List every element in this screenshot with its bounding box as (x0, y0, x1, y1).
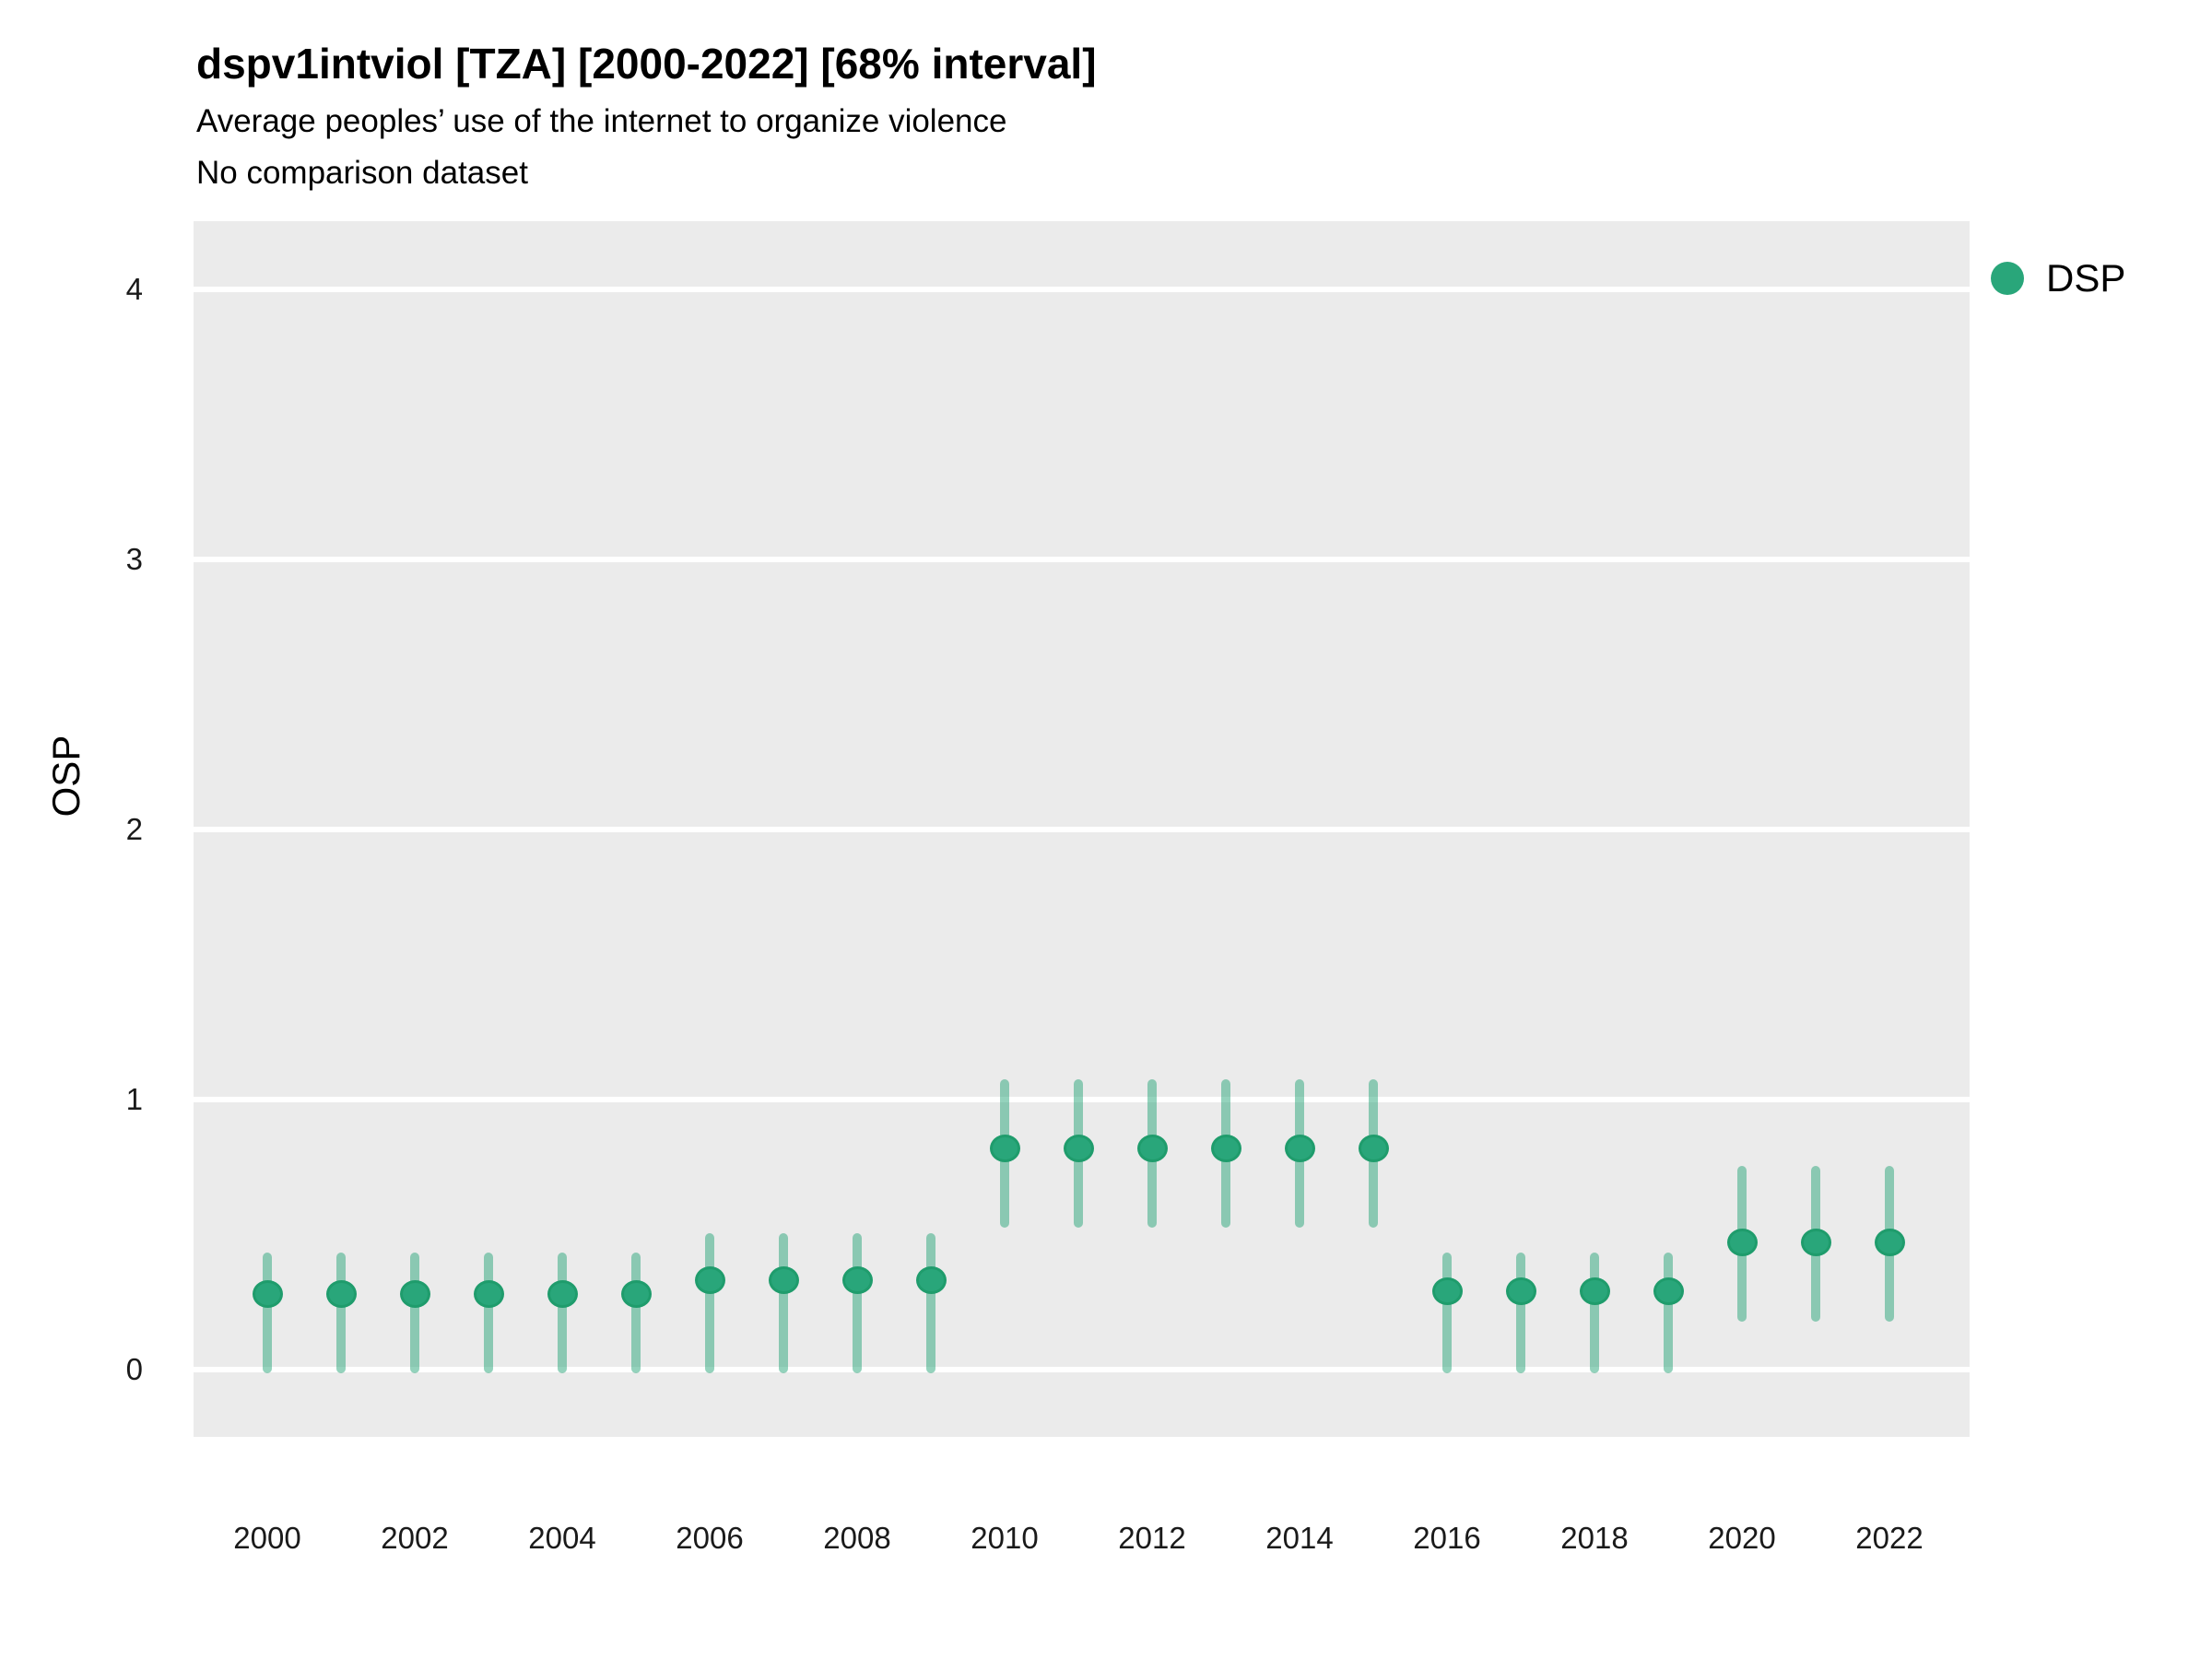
point-estimate (694, 1266, 725, 1295)
point-estimate (915, 1266, 947, 1295)
interval-bar (558, 1252, 567, 1373)
gridline (194, 827, 1970, 832)
interval-bar (263, 1252, 272, 1373)
legend: DSP (1991, 256, 2125, 300)
point-estimate (620, 1279, 652, 1308)
x-tick-label: 2004 (528, 1521, 596, 1555)
y-tick-label: 1 (125, 1082, 143, 1116)
point-estimate (1358, 1134, 1389, 1162)
interval-bar (926, 1233, 935, 1373)
point-estimate (1653, 1277, 1684, 1306)
x-tick-label: 2020 (1708, 1521, 1776, 1555)
gridline (194, 557, 1970, 562)
x-tick-label: 2010 (971, 1521, 1039, 1555)
point-estimate (1063, 1134, 1094, 1162)
interval-bar (336, 1252, 346, 1373)
x-tick-label: 2000 (233, 1521, 301, 1555)
interval-bar (705, 1233, 714, 1373)
x-tick-label: 2008 (823, 1521, 891, 1555)
comparison-note: No comparison dataset (196, 155, 528, 191)
interval-bar (1590, 1252, 1599, 1373)
x-tick-label: 2014 (1265, 1521, 1334, 1555)
point-estimate (399, 1279, 430, 1308)
interval-bar (484, 1252, 493, 1373)
interval-bar (1516, 1252, 1525, 1373)
point-estimate (1800, 1229, 1831, 1257)
x-tick-label: 2006 (676, 1521, 744, 1555)
point-estimate (989, 1134, 1020, 1162)
x-tick-label: 2016 (1413, 1521, 1481, 1555)
point-estimate (1505, 1277, 1536, 1306)
y-tick-label: 4 (125, 272, 143, 306)
interval-bar (410, 1252, 419, 1373)
legend-circle-icon (1991, 262, 2024, 295)
x-tick-label: 2002 (381, 1521, 449, 1555)
point-estimate (1210, 1134, 1241, 1162)
point-estimate (325, 1279, 357, 1308)
point-estimate (841, 1266, 873, 1295)
y-tick-label: 0 (125, 1352, 143, 1386)
plot-area (194, 221, 1970, 1437)
point-estimate (768, 1266, 799, 1295)
interval-bar (631, 1252, 641, 1373)
gridline (194, 287, 1970, 292)
legend-label: DSP (2046, 256, 2126, 300)
y-tick-label: 2 (125, 812, 143, 846)
chart-subtitle: Average peoples’ use of the internet to … (196, 103, 1007, 139)
x-tick-label: 2022 (1855, 1521, 1924, 1555)
y-tick-label: 3 (125, 542, 143, 576)
point-estimate (1431, 1277, 1463, 1306)
point-estimate (1579, 1277, 1610, 1306)
interval-bar (1442, 1252, 1452, 1373)
point-estimate (1874, 1229, 1905, 1257)
x-tick-label: 2018 (1560, 1521, 1629, 1555)
interval-bar (779, 1233, 788, 1373)
x-tick-label: 2012 (1118, 1521, 1186, 1555)
point-estimate (1284, 1134, 1315, 1162)
page-title: dspv1intviol [TZA] [2000-2022] [68% inte… (196, 40, 1097, 88)
point-estimate (1726, 1229, 1758, 1257)
y-axis-title: OSP (44, 735, 88, 818)
point-estimate (1136, 1134, 1168, 1162)
point-estimate (252, 1279, 283, 1308)
point-estimate (547, 1279, 578, 1308)
point-estimate (473, 1279, 504, 1308)
gridline (194, 1367, 1970, 1372)
interval-bar (853, 1233, 862, 1373)
interval-bar (1664, 1252, 1673, 1373)
